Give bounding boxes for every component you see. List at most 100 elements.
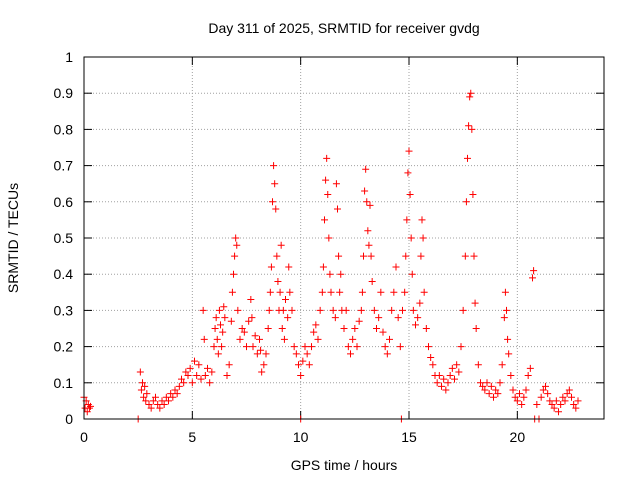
data-point [417,252,425,260]
data-point [481,386,489,394]
data-point [548,401,556,409]
y-axis-label: SRMTID / TECUs [5,183,21,293]
data-point [365,241,373,249]
data-point [228,288,236,296]
plot-frame [83,56,605,420]
data-point [149,397,157,405]
data-point [276,288,284,296]
data-point [322,176,330,184]
data-point [267,263,275,271]
data-point [406,191,414,199]
data-point [201,372,209,380]
data-point [496,379,504,387]
data-point [503,306,510,314]
data-point [186,364,194,372]
data-point [251,332,259,340]
data-point [167,390,175,398]
data-point [419,234,427,242]
data-point [416,299,424,307]
data-point [459,306,467,314]
data-point [219,328,227,336]
data-point [472,325,480,332]
data-point [464,154,471,162]
x-tick-label: 0 [80,429,88,445]
data-point [83,408,91,416]
data-point [487,382,495,390]
tick-labels: 00.10.20.30.40.50.60.70.80.910 5 10 15 20 [54,49,526,445]
data-point [544,390,552,398]
data-point [206,379,214,387]
data-point [388,306,396,314]
data-point [334,205,341,213]
data-point [448,364,456,372]
data-point [282,296,289,304]
data-point [490,393,497,401]
data-point [557,401,565,409]
data-point [232,234,240,242]
data-point [518,401,526,409]
data-point [141,382,149,390]
y-tick-label: 0.5 [54,230,74,246]
data-point [504,335,512,343]
data-point [379,328,387,336]
data-point [154,401,162,409]
data-point [340,325,348,332]
data-point [195,361,203,369]
data-point [563,390,571,398]
data-point [265,306,273,314]
data-point [505,350,513,358]
data-point [360,252,367,260]
data-point [355,317,363,325]
data-point [258,368,266,376]
data-point [572,404,580,412]
data-point [550,404,558,412]
data-point [500,314,508,322]
data-point [394,314,402,322]
data-point [361,187,369,195]
data-point [85,404,93,412]
data-point [325,234,333,242]
data-point [245,317,253,325]
data-point [156,404,164,412]
data-point [284,314,292,322]
data-point [377,288,385,296]
data-point [485,390,493,398]
data-point [215,306,223,314]
data-point [368,277,376,285]
data-point [561,397,569,405]
data-point [366,201,374,209]
data-point [349,335,357,343]
data-point [509,386,517,394]
data-point [137,386,145,394]
data-point [546,397,554,405]
data-point [392,263,400,271]
data-point [433,379,441,387]
data-point [357,306,365,314]
x-axis-label: GPS time / hours [291,457,398,473]
data-point [145,401,153,409]
data-point [440,375,448,383]
y-tick-label: 0.3 [54,302,74,318]
data-point [462,198,470,206]
data-point [290,343,298,351]
data-point [364,227,372,235]
data-point [238,325,246,332]
data-point [208,368,216,376]
data-point [332,180,340,188]
data-point [358,288,366,296]
data-point [142,397,150,405]
data-point [375,314,383,322]
data-point [363,198,371,206]
data-point [386,335,393,343]
data-point [274,277,282,285]
data-point [225,361,233,369]
data-point [353,343,361,351]
data-point [526,364,534,372]
data-point [530,267,538,275]
data-point [529,274,536,282]
data-point [429,361,437,369]
data-point [213,335,221,343]
data-point [295,361,302,369]
data-point [256,335,263,343]
